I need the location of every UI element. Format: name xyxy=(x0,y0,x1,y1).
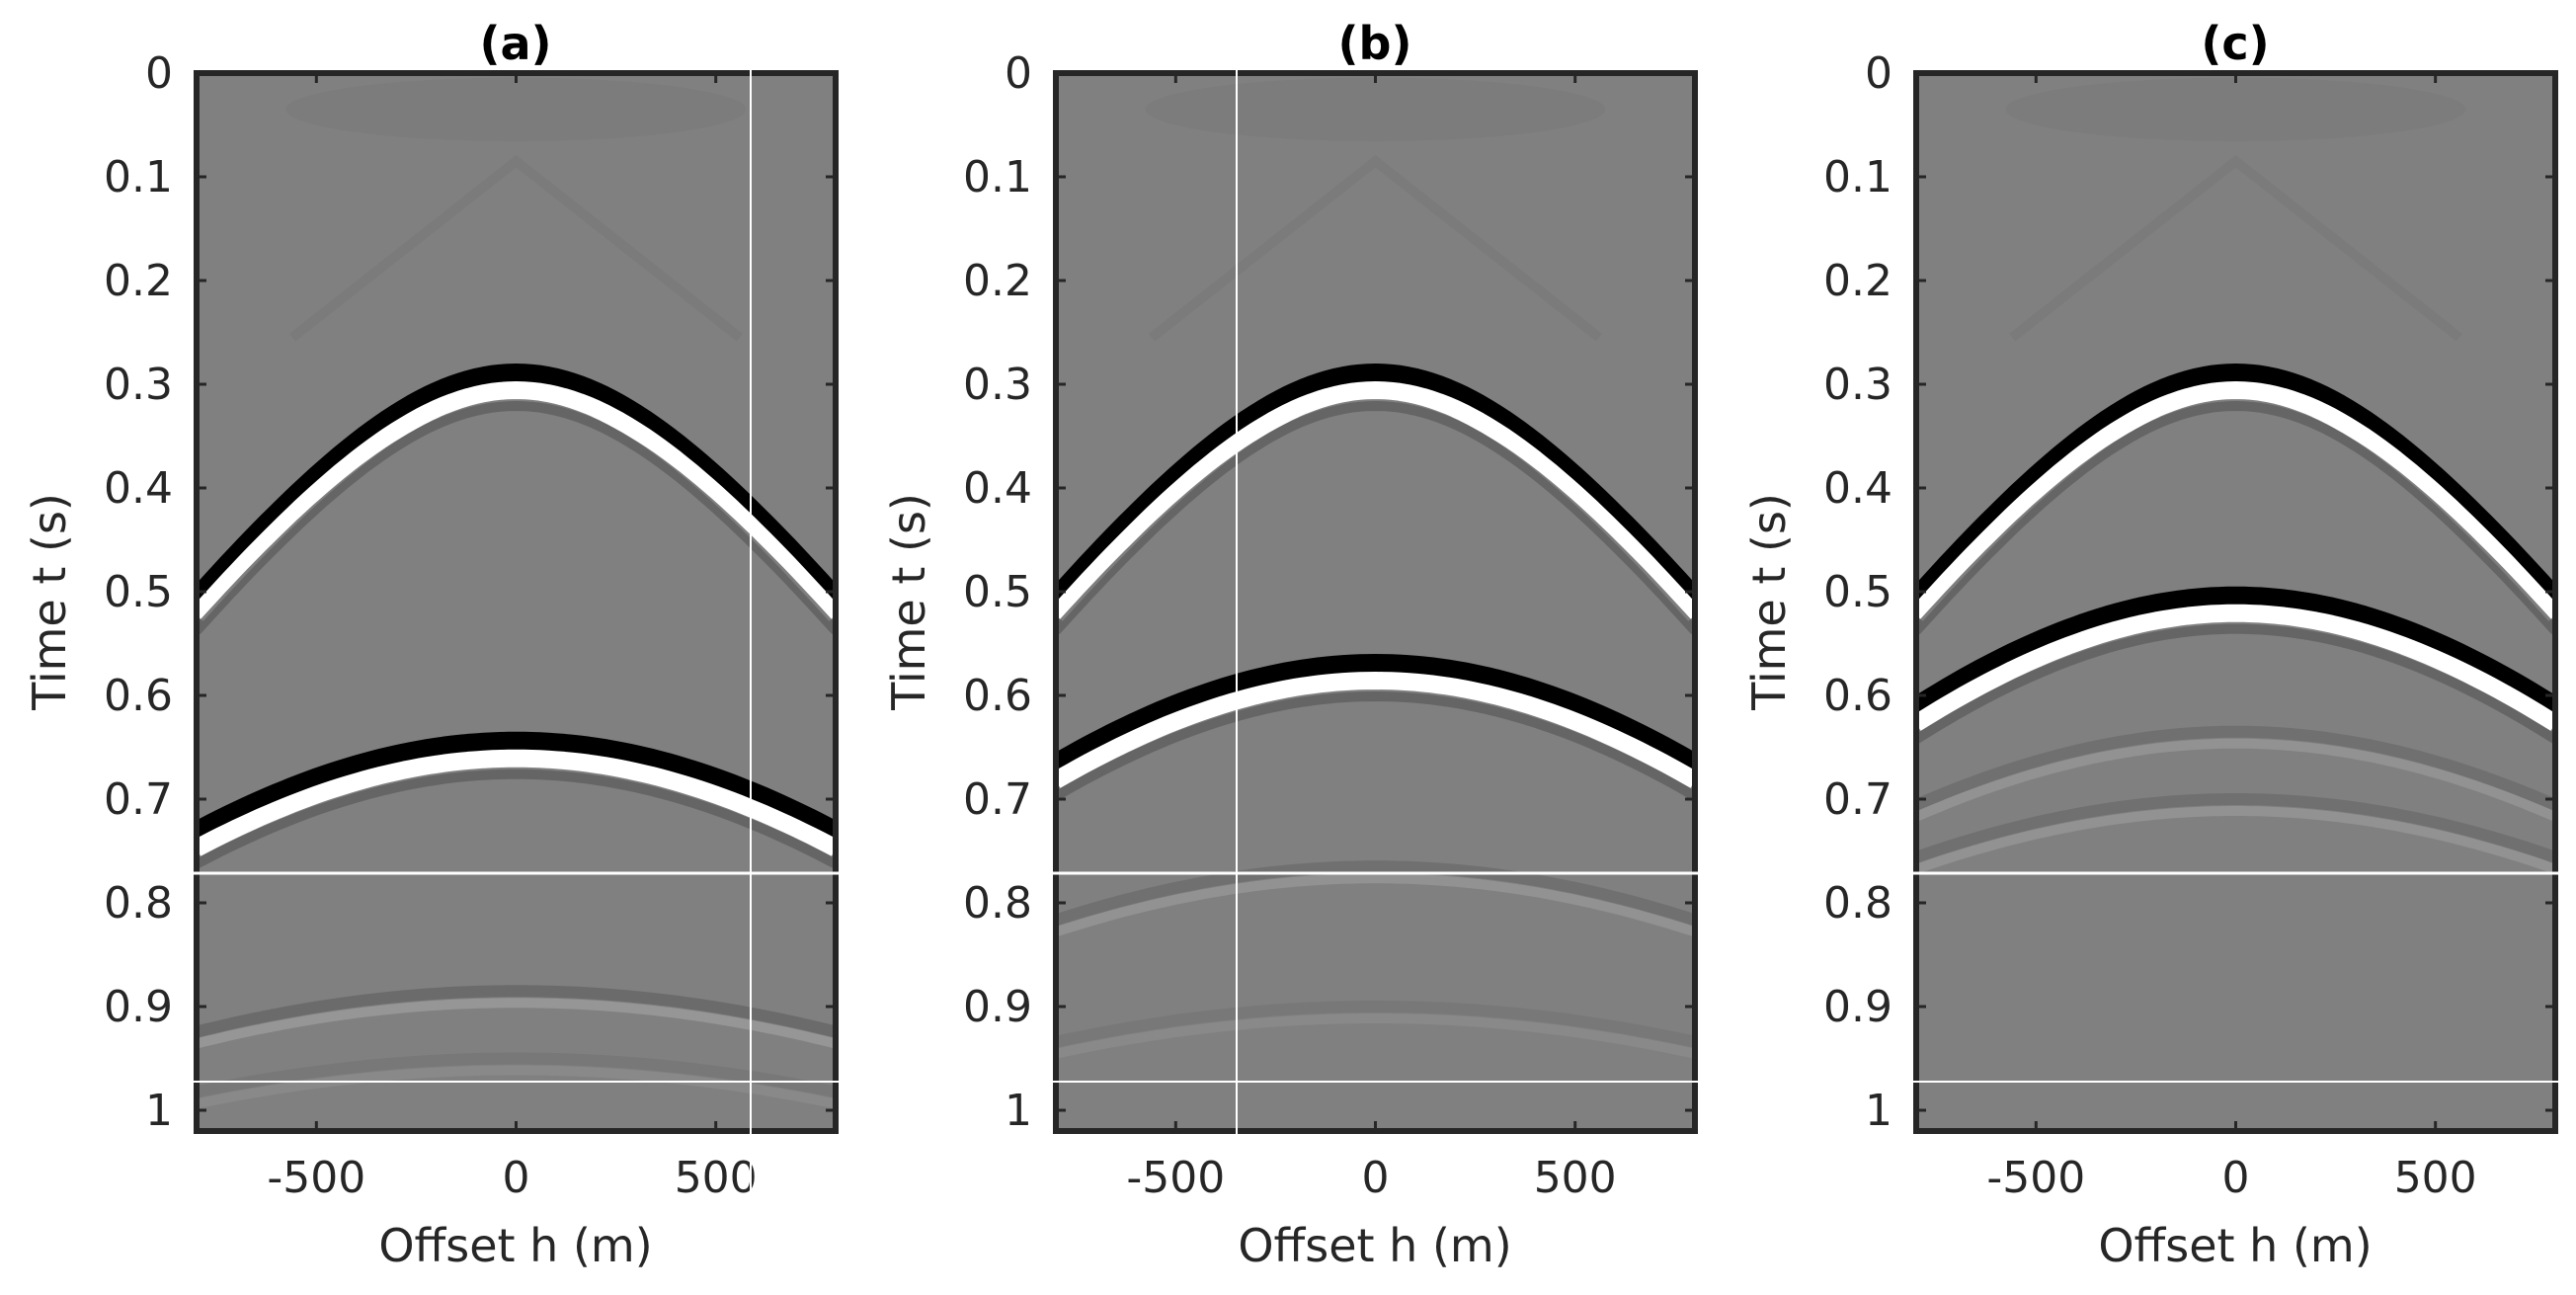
x-tick-label: 500 xyxy=(675,1153,758,1203)
weak-event xyxy=(1916,793,2555,863)
panel-a: (a) 0 0.1 0.2 0.3 0.4 0.5 0.6 0.7 0.8 0.9 1 -500 0 50… xyxy=(23,17,839,1272)
reflection-2-trough xyxy=(1916,586,2555,717)
panel-title: (b) xyxy=(1338,17,1412,70)
y-tick-label: 1 xyxy=(1005,1086,1032,1136)
y-tick-label: 1 xyxy=(1865,1086,1892,1136)
reflection-2-peak xyxy=(1916,604,2555,732)
panel-title: (c) xyxy=(2201,17,2269,70)
x-axis-label: Offset h (m) xyxy=(1238,1219,1511,1272)
y-tick-label: 0.3 xyxy=(1823,360,1892,410)
shallow-blob xyxy=(2005,77,2466,141)
y-tick-label: 0.2 xyxy=(1823,256,1892,306)
weak-event-bright xyxy=(1056,1013,1695,1059)
direct-arrival xyxy=(288,154,744,342)
x-axis-label: Offset h (m) xyxy=(2098,1219,2372,1272)
x-tick-label: 500 xyxy=(2394,1153,2477,1203)
y-tick-label: 0.8 xyxy=(963,878,1032,929)
weak-event xyxy=(1056,860,1695,927)
image-background xyxy=(1056,73,1695,1131)
weak-event-bright xyxy=(1916,738,2555,822)
x-tick-label: 0 xyxy=(1362,1153,1390,1203)
reflection-1-sidelobe xyxy=(1056,401,1695,635)
weak-event-bright xyxy=(197,998,836,1049)
y-tick-label: 0.3 xyxy=(963,360,1032,410)
x-tick-label: 0 xyxy=(2222,1153,2250,1203)
weak-event-bright xyxy=(197,1065,836,1109)
y-tick-label: 0.6 xyxy=(104,671,173,721)
x-tick-label: 0 xyxy=(503,1153,530,1203)
weak-event-bright xyxy=(1916,806,2555,874)
y-tick-label: 0.9 xyxy=(963,982,1032,1032)
reflection-2-sidelobe xyxy=(197,769,836,869)
image-background xyxy=(197,73,836,1131)
y-tick-label: 0.9 xyxy=(104,982,173,1032)
seismic-image xyxy=(1056,77,1695,1059)
y-tick-label: 0 xyxy=(1005,48,1032,99)
y-tick-label: 0.5 xyxy=(1823,567,1892,617)
seismic-image xyxy=(1916,77,2555,874)
y-tick-label: 0.4 xyxy=(963,463,1032,514)
reflection-2-sidelobe xyxy=(1916,623,2555,744)
weak-event xyxy=(1916,725,2555,811)
shallow-blob xyxy=(285,77,747,141)
x-tick-label: -500 xyxy=(1126,1153,1225,1203)
y-tick-label: 0.8 xyxy=(1823,878,1892,929)
x-axis-label: Offset h (m) xyxy=(378,1219,652,1272)
y-axis-label: Time t (s) xyxy=(1742,493,1796,711)
y-tick-label: 0 xyxy=(1865,48,1892,99)
y-tick-label: 0.5 xyxy=(104,567,173,617)
y-tick-label: 1 xyxy=(145,1086,173,1136)
x-tick-label: 500 xyxy=(1534,1153,1617,1203)
direct-arrival xyxy=(2008,154,2463,342)
weak-event xyxy=(197,985,836,1038)
reflection-1-peak xyxy=(1916,381,2555,621)
seismic-image xyxy=(197,77,836,1109)
y-tick-label: 0 xyxy=(145,48,173,99)
y-tick-label: 0.2 xyxy=(963,256,1032,306)
y-tick-label: 0.1 xyxy=(1823,152,1892,202)
y-tick-label: 0.6 xyxy=(1823,671,1892,721)
x-tick-label: -500 xyxy=(267,1153,365,1203)
x-tick-label: -500 xyxy=(1986,1153,2085,1203)
tick-group: 0 0.1 0.2 0.3 0.4 0.5 0.6 0.7 0.8 0.9 1 -500 0 500 xyxy=(1823,48,2555,1203)
y-tick-label: 0.2 xyxy=(104,256,173,306)
y-tick-label: 0.3 xyxy=(104,360,173,410)
y-tick-label: 0.7 xyxy=(1823,774,1892,825)
reflection-1-trough xyxy=(1916,364,2555,607)
tick-group: 0 0.1 0.2 0.3 0.4 0.5 0.6 0.7 0.8 0.9 1 -500 0 500 xyxy=(104,48,836,1203)
panel-b: (b) 0 0.1 0.2 0.3 0.4 0.5 0.6 0.7 0.8 0.9 1 -500 0 50… xyxy=(882,17,1698,1272)
y-tick-label: 0.4 xyxy=(1823,463,1892,514)
reflection-1-trough xyxy=(197,364,836,607)
y-tick-label: 0.6 xyxy=(963,671,1032,721)
panel-title: (a) xyxy=(479,17,551,70)
tick-group: 0 0.1 0.2 0.3 0.4 0.5 0.6 0.7 0.8 0.9 1 -500 0 500 xyxy=(963,48,1695,1203)
weak-event-bright xyxy=(1056,873,1695,937)
reflection-2-peak xyxy=(1056,672,1695,788)
y-axis-label: Time t (s) xyxy=(882,493,935,711)
y-tick-label: 0.1 xyxy=(104,152,173,202)
y-axis-label: Time t (s) xyxy=(23,493,76,711)
weak-event xyxy=(1056,1001,1695,1048)
direct-arrival xyxy=(1148,154,1603,342)
reflection-1-peak xyxy=(197,381,836,621)
reflection-2-trough xyxy=(197,731,836,843)
reflection-2-sidelobe xyxy=(1056,691,1695,801)
shallow-blob xyxy=(1145,77,1606,141)
reflection-2-peak xyxy=(197,749,836,856)
reflection-1-peak xyxy=(1056,381,1695,621)
weak-event xyxy=(197,1052,836,1098)
y-tick-label: 0.8 xyxy=(104,878,173,929)
y-tick-label: 0.1 xyxy=(963,152,1032,202)
reflection-1-sidelobe xyxy=(1916,401,2555,635)
y-tick-label: 0.4 xyxy=(104,463,173,514)
y-tick-label: 0.7 xyxy=(963,774,1032,825)
y-tick-label: 0.9 xyxy=(1823,982,1892,1032)
reflection-1-trough xyxy=(1056,364,1695,607)
reflection-1-sidelobe xyxy=(197,401,836,635)
reflection-2-trough xyxy=(1056,654,1695,774)
y-tick-label: 0.7 xyxy=(104,774,173,825)
y-tick-label: 0.5 xyxy=(963,567,1032,617)
panel-c: (c) 0 0.1 0.2 0.3 0.4 0.5 0.6 0.7 0.8 0.9 1 -500 0 50… xyxy=(1742,17,2558,1272)
